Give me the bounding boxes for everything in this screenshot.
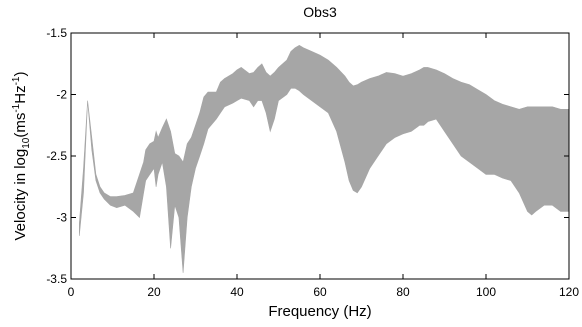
plot-area: [79, 44, 570, 273]
x-tick-label: 40: [230, 285, 244, 299]
x-tick-label: 20: [147, 285, 161, 299]
y-axis-label-prefix: Velocity in log: [12, 149, 29, 241]
y-tick-label: -2.5: [46, 149, 67, 163]
x-tick-label: 120: [559, 285, 579, 299]
x-axis-label: Frequency (Hz): [268, 303, 371, 320]
y-ticks: -1.5 -2 -2.5 -3 -3.5: [46, 26, 569, 286]
y-axis-label: Velocity in log10(ms-1Hz-1): [11, 71, 32, 240]
spectrum-band-0: [79, 44, 570, 273]
x-tick-label: 80: [396, 285, 410, 299]
y-tick-label: -3: [56, 211, 67, 225]
y-axis-label-mid2: Hz: [12, 85, 29, 103]
x-tick-label: 60: [313, 285, 327, 299]
y-axis-label-suffix: ): [12, 71, 29, 76]
x-tick-label: 100: [476, 285, 496, 299]
chart-title: Obs3: [303, 4, 337, 20]
y-axis-label-sup2: -1: [11, 76, 22, 85]
y-axis-label-sup1: -1: [11, 103, 22, 112]
y-axis-label-sub: 10: [21, 137, 32, 149]
y-tick-label: -3.5: [46, 272, 67, 286]
x-tick-label: 0: [68, 285, 75, 299]
x-ticks: 0 20 40 60 80 100 120: [68, 33, 579, 299]
y-axis-label-mid: (ms: [12, 113, 29, 138]
y-tick-label: -1.5: [46, 26, 67, 40]
y-tick-label: -2: [56, 88, 67, 102]
